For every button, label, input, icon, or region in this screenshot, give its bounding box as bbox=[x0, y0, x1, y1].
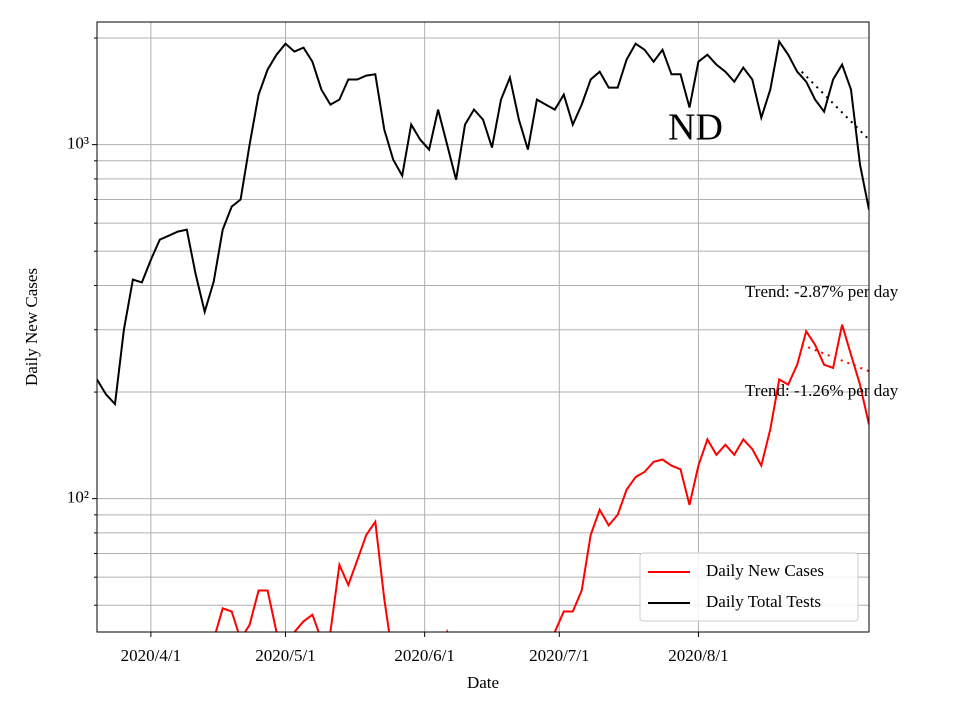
trend-line bbox=[801, 343, 869, 373]
trend-line bbox=[800, 70, 869, 141]
state-annotation: ND bbox=[668, 107, 723, 149]
x-tick-label: 2020/6/1 bbox=[394, 646, 454, 665]
legend-box bbox=[639, 552, 859, 622]
x-tick-label: 2020/8/1 bbox=[668, 646, 728, 665]
data-line bbox=[214, 324, 869, 632]
plot-frame bbox=[96, 21, 870, 633]
y-axis-label: Daily New Cases bbox=[22, 268, 41, 386]
trend-label: Trend: -1.26% per day bbox=[745, 381, 899, 400]
legend-label: Daily New Cases bbox=[706, 561, 824, 580]
x-tick-label: 2020/5/1 bbox=[255, 646, 315, 665]
x-tick-label: 2020/7/1 bbox=[529, 646, 589, 665]
y-tick-label: 10³ bbox=[67, 134, 89, 153]
legend: Daily New Cases Daily Total Tests bbox=[639, 552, 859, 622]
x-tick-label: 2020/4/1 bbox=[121, 646, 181, 665]
data-line bbox=[97, 39, 869, 407]
x-axis-label: Date bbox=[467, 673, 499, 692]
legend-label: Daily Total Tests bbox=[706, 592, 821, 611]
y-tick-label: 10² bbox=[67, 488, 89, 507]
trend-label: Trend: -2.87% per day bbox=[745, 282, 899, 301]
